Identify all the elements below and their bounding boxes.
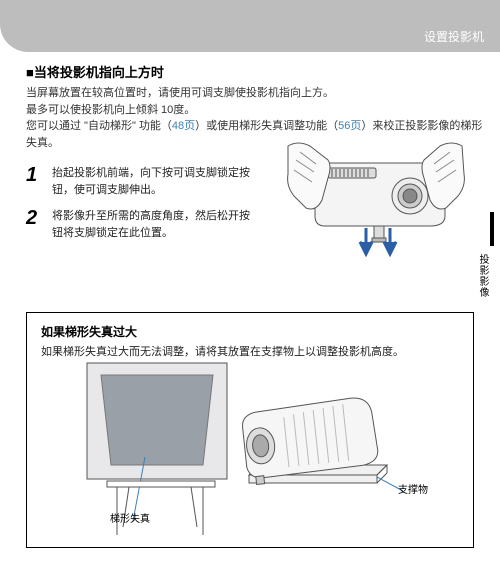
step-text: 抬起投影机前端，向下按可调支脚锁定按钮，使可调支脚伸出。: [52, 165, 256, 198]
label-support: 支撑物: [398, 481, 428, 496]
link-page-48[interactable]: 48页: [172, 120, 195, 132]
header-bar: 设置投影机: [0, 0, 500, 52]
intro-line1: 当屏幕放置在较高位置时，请使用可调支脚使投影机指向上方。: [26, 85, 484, 102]
step-number: 1: [26, 165, 52, 198]
side-tab-marker: [490, 212, 494, 246]
link-page-56[interactable]: 56页: [338, 120, 361, 132]
box-title: 如果梯形失真过大: [41, 323, 459, 340]
info-box: 如果梯形失真过大 如果梯形失真过大而无法调整，请将其放置在支撑物上以调整投影机高…: [26, 312, 474, 548]
step-1: 1 抬起投影机前端，向下按可调支脚锁定按钮，使可调支脚伸出。: [26, 165, 256, 198]
label-keystone: 梯形失真: [110, 510, 150, 525]
projector-hands-illustration: [280, 138, 470, 258]
intro-line2: 最多可以使投影机向上倾斜 10度。: [26, 102, 484, 119]
step-text: 将影像升至所需的高度角度，然后松开按钮将支脚锁定在此位置。: [52, 208, 256, 241]
side-section-label: 投影影像: [475, 254, 490, 298]
step-2: 2 将影像升至所需的高度角度，然后松开按钮将支脚锁定在此位置。: [26, 208, 256, 241]
section-title: ■当将投影机指向上方时: [26, 62, 484, 81]
header-title: 设置投影机: [424, 28, 484, 45]
step-number: 2: [26, 208, 52, 241]
